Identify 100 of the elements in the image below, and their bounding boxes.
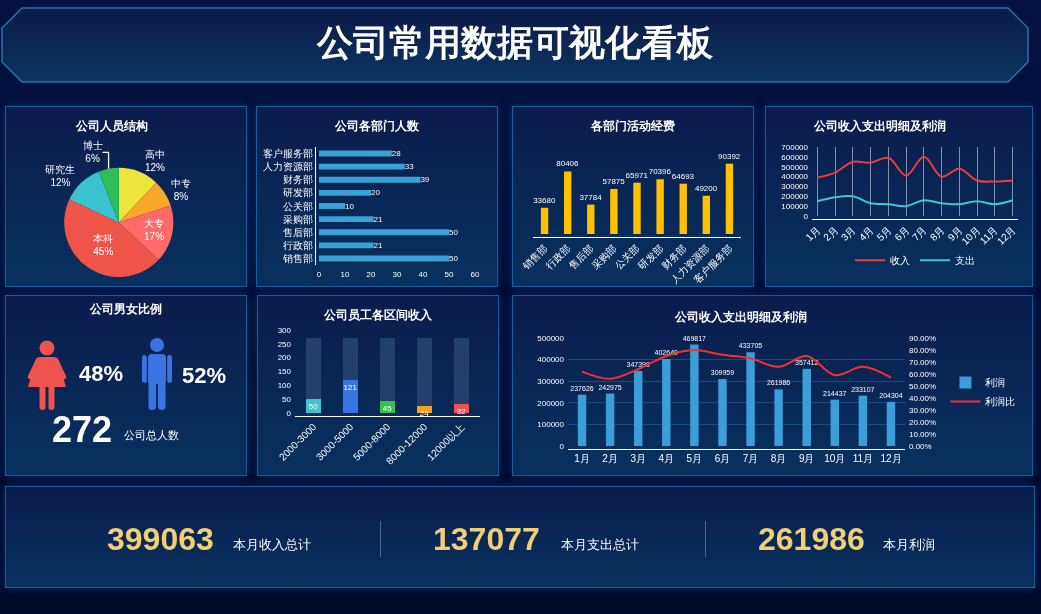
- x-tick-label: 4月: [856, 224, 876, 243]
- y-tick-label: 400000: [781, 172, 809, 182]
- x-tick-label: 3月: [839, 224, 858, 243]
- y2-tick-label: 80.00%: [909, 345, 937, 355]
- text: 52%: [182, 363, 227, 389]
- bar: [802, 368, 811, 446]
- bar: [830, 399, 839, 446]
- data-label: 90392: [718, 151, 741, 161]
- legend-label: 利润: [985, 377, 1006, 389]
- slice-label: 中专: [170, 177, 191, 189]
- chart-title: 公司收入支出明细及利润: [813, 119, 947, 134]
- legend-label: 利润比: [985, 396, 1016, 408]
- y2-tick-label: 30.00%: [909, 405, 937, 415]
- bar: [343, 338, 358, 380]
- bar: [417, 338, 432, 407]
- bar: [858, 395, 868, 446]
- data-label: 45%: [93, 246, 114, 258]
- y-tick-label: 0: [803, 211, 809, 221]
- data-label: 121: [343, 382, 358, 392]
- y-tick-label: 100000: [781, 201, 809, 211]
- data-label: 33: [404, 162, 415, 172]
- data-label: 28: [391, 149, 402, 159]
- x-tick-label: 6月: [714, 453, 731, 464]
- y2-tick-label: 70.00%: [909, 357, 937, 367]
- bar: [319, 163, 405, 170]
- text: 261986: [758, 521, 865, 557]
- text: 本月收入总计: [233, 537, 311, 553]
- bar: [718, 379, 727, 446]
- bar: [454, 338, 469, 405]
- y-tick-label: 客户服务部: [263, 148, 313, 160]
- bar: [319, 216, 374, 223]
- data-label: 49200: [694, 183, 718, 193]
- y-tick-label: 100000: [537, 420, 565, 430]
- data-label: 21: [373, 214, 384, 224]
- chart-title: 公司收入支出明细及利润: [674, 310, 808, 325]
- y-tick-label: 300: [277, 325, 292, 335]
- legend-label: 收入: [890, 255, 910, 267]
- y-tick-label: 200000: [781, 192, 809, 202]
- slice-label: 研究生: [45, 164, 76, 176]
- text: 137077: [433, 521, 540, 557]
- data-label: 65971: [625, 170, 649, 180]
- bar: [702, 195, 711, 234]
- x-tick-label: 4月: [658, 453, 675, 464]
- x-tick-label: 7月: [742, 453, 759, 464]
- y-tick-label: 300000: [781, 182, 809, 192]
- bar: [605, 393, 615, 446]
- y2-tick-label: 20.00%: [909, 417, 937, 427]
- y-tick-label: 50: [282, 394, 292, 404]
- x-tick-label: 10月: [824, 453, 846, 464]
- bar: [690, 344, 699, 446]
- bar: [319, 150, 392, 157]
- data-label: 6%: [85, 153, 100, 165]
- x-tick-label: 30: [392, 270, 402, 279]
- y-tick-label: 人力资源部: [263, 161, 313, 173]
- x-tick-label: 2月: [602, 453, 618, 464]
- data-label: 37784: [579, 192, 603, 202]
- bar: [563, 171, 572, 234]
- chart-title: 公司员工各区间收入: [323, 308, 433, 323]
- y2-tick-label: 10.00%: [909, 429, 937, 439]
- bar: [343, 379, 358, 413]
- y-tick-label: 500000: [537, 333, 565, 343]
- bar: [319, 229, 449, 236]
- y-tick-label: 0: [286, 408, 292, 418]
- x-tick-label: 10: [340, 270, 350, 279]
- bar: [679, 183, 687, 234]
- y-tick-label: 研发部: [283, 187, 313, 199]
- data-label: 17%: [144, 231, 165, 243]
- chart-title: 各部门活动经费: [590, 119, 675, 134]
- y2-tick-label: 60.00%: [909, 369, 937, 379]
- y-tick-label: 采购部: [283, 213, 313, 225]
- legend-label: 支出: [955, 255, 975, 267]
- y-tick-label: 700000: [781, 142, 809, 152]
- data-label: 70396: [648, 167, 672, 177]
- slice-label: 本科: [93, 233, 114, 245]
- x-tick-label: 1月: [574, 453, 590, 464]
- x-tick-label: 3月: [630, 453, 646, 464]
- bar: [319, 189, 371, 196]
- y-tick-label: 600000: [781, 152, 809, 162]
- x-tick-label: 8月: [770, 453, 787, 464]
- bar: [746, 352, 755, 446]
- bar: [319, 176, 421, 183]
- y-tick-label: 500000: [781, 162, 809, 172]
- text: 本月支出总计: [561, 537, 639, 553]
- bar: [577, 394, 587, 446]
- text: 272: [52, 409, 113, 451]
- x-tick-label: 1月: [803, 224, 823, 243]
- x-tick-label: 20: [366, 270, 376, 279]
- data-label: 12%: [144, 162, 166, 174]
- chart-title: 公司人员结构: [74, 119, 148, 134]
- text: 399063: [107, 521, 214, 557]
- y2-tick-label: 50.00%: [909, 381, 937, 391]
- line-series: [816, 194, 1014, 208]
- bar: [319, 242, 374, 249]
- x-tick-label: 0: [316, 270, 322, 279]
- line-series: [581, 349, 892, 380]
- x-tick-label: 2月: [821, 224, 841, 243]
- slice-label: 博士: [82, 140, 103, 152]
- y-tick-label: 100: [277, 381, 292, 391]
- y-tick-label: 250: [277, 339, 292, 349]
- x-tick-label: 5月: [686, 453, 703, 464]
